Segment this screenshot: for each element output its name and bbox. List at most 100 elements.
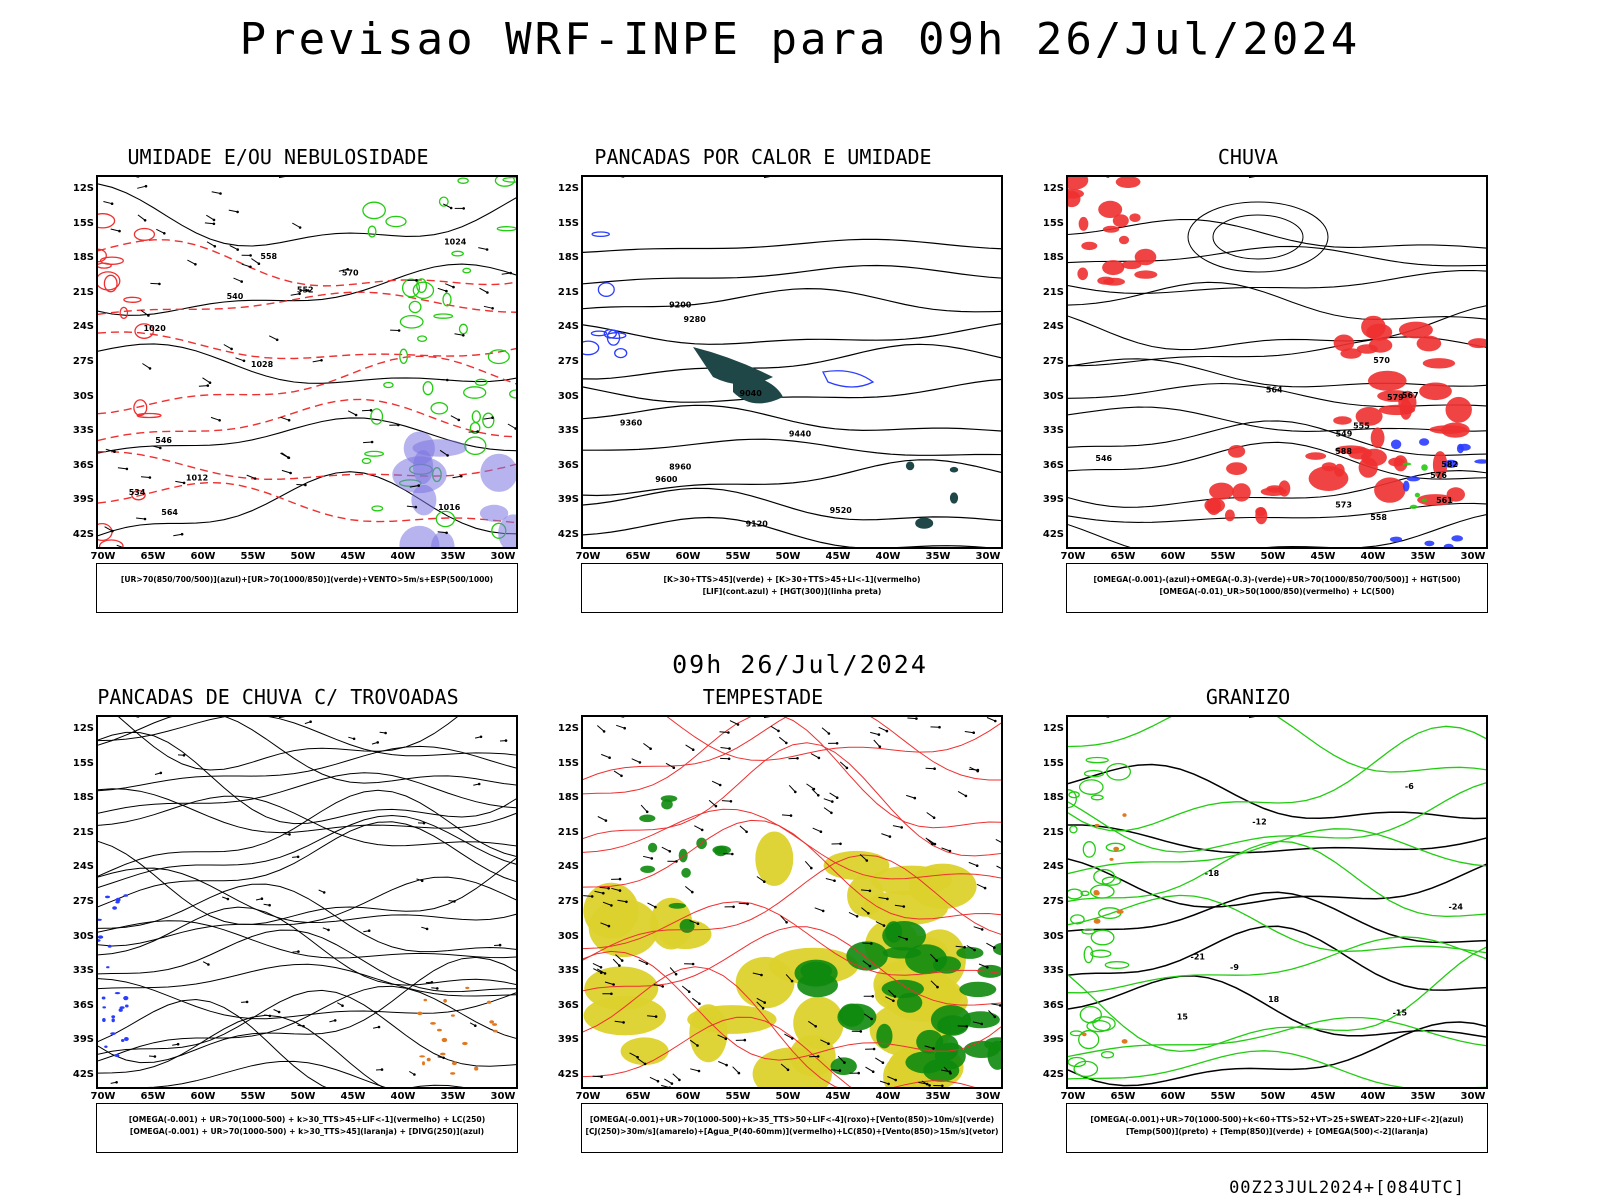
wind-vector (137, 214, 146, 221)
wind-vector (617, 899, 627, 903)
contour-label: -24 (1449, 903, 1464, 912)
rain-red-area (1374, 477, 1406, 503)
rain-red-area (1228, 445, 1246, 458)
lat-tick-label: 30S (557, 930, 579, 942)
wind-vector-head (737, 1071, 741, 1075)
streamline-arrow-head (327, 928, 330, 932)
lat-tick-label: 15S (557, 217, 579, 229)
wind-vector (955, 945, 965, 948)
wind-vector (187, 259, 196, 265)
wind850-green-area (679, 918, 695, 933)
lon-tick-label: 50W (775, 1091, 801, 1102)
divg-blue-dot (105, 895, 110, 899)
hgt300-contour (583, 264, 1001, 285)
wind-vector-head (253, 477, 257, 480)
wind-vector-head (610, 992, 613, 996)
wind-vector (640, 804, 648, 813)
wind-vector-head (242, 359, 246, 363)
omega500-orange-dot (1113, 846, 1120, 851)
wind-vector-head (871, 995, 874, 998)
wind-vector-head (729, 800, 733, 803)
wind-vector (964, 731, 974, 734)
wind-vector-head (148, 476, 152, 479)
wind-vector (781, 814, 792, 817)
temp850-contour (1090, 929, 1115, 946)
legend-line: [K>30+TTS>45](verde) + [K>30+TTS>45+LI<-… (663, 575, 921, 584)
thunder-orange-dot (489, 1020, 495, 1024)
wind-vector-head (144, 184, 148, 188)
legend-box: [OMEGA(-0.001)+UR>70(1000-500)+k<60+TTS>… (1066, 1103, 1488, 1153)
map-frame: 9600 9520 9440 9360 9280 9200 9120 9040 8960 (581, 175, 1003, 549)
hgt300-contour (583, 459, 1001, 497)
contour-label: 9200 (669, 301, 692, 310)
wind-vector (784, 1033, 793, 1039)
lon-tick-label: 65W (140, 1091, 166, 1102)
temp850-contour (1068, 1016, 1486, 1058)
lon-tick-label: 55W (1210, 1091, 1236, 1102)
lc850-streamline (583, 819, 1001, 920)
wind-vector-head (963, 945, 966, 949)
streamline-arrow-head (207, 963, 210, 966)
lon-tick-label: 60W (675, 1091, 701, 1102)
wind-vector (986, 942, 995, 949)
wind-vector-head (965, 1025, 968, 1028)
lat-tick-label: 12S (1042, 723, 1064, 734)
rain-red-area (1445, 396, 1472, 423)
lon-tick-label: 40W (875, 1091, 901, 1102)
contour-label: 9440 (789, 430, 812, 439)
wind-vector-head (932, 816, 936, 819)
wind-vector (988, 1010, 996, 1018)
streamline-arrow-head (268, 903, 271, 907)
divg-blue-dot (123, 996, 129, 1001)
streamline-arrow-head (297, 950, 300, 953)
temp850-contour (1069, 825, 1078, 834)
wind-vector-head (867, 912, 870, 915)
humidity-red-contour (98, 262, 112, 269)
wind-vector-head (602, 891, 605, 895)
wind-vector (629, 1052, 638, 1058)
wind-vector (717, 1034, 727, 1040)
temp850-contour (1068, 894, 1486, 954)
wind-vector-head (696, 1044, 699, 1047)
wind-vector-head (714, 804, 718, 808)
wind-vector-head (148, 367, 152, 370)
wind-vector (875, 1057, 884, 1064)
lc250-streamline (146, 1060, 386, 1087)
wind-vector (862, 960, 871, 967)
wind-vector (878, 726, 888, 732)
lon-tick-label: 40W (1360, 551, 1386, 562)
wind-vector (198, 385, 208, 387)
wind-vector (721, 800, 731, 802)
temp500-contour (1068, 891, 1486, 944)
wind-vector-head (870, 1017, 873, 1021)
wind-vector-head (182, 481, 186, 485)
wind-vector-head (855, 915, 859, 918)
wind-vector-head (976, 768, 980, 772)
lat-tick-label: 39S (72, 494, 94, 506)
wind-vector (785, 974, 793, 982)
map-svg (583, 717, 1001, 1087)
lon-tick-label: 30W (1460, 551, 1486, 562)
humidity-green-contour (442, 292, 452, 307)
wind-vector (941, 847, 951, 852)
wind-vector (438, 378, 448, 381)
wind-vector (592, 1075, 602, 1078)
wind-vector-head (691, 890, 694, 894)
wind-vector-head (158, 282, 161, 286)
wind-vector (924, 1045, 934, 1049)
wind-vector (614, 1020, 624, 1023)
wind-vector-head (877, 733, 881, 736)
wind-vector (848, 911, 858, 917)
panel-hail: GRANIZO 12S 15S 18S 21S 24S 27S 30S 33S 36S 39S 42S… (1008, 685, 1488, 1185)
wind850-green-area (838, 1003, 865, 1027)
legend-box: [K>30+TTS>45](verde) + [K>30+TTS>45+LI<-… (581, 563, 1003, 613)
wind-vector (894, 904, 904, 907)
wind-vector (823, 798, 833, 803)
pressure-isobar (98, 183, 516, 247)
wind-vector (756, 876, 765, 883)
omega500-orange-dot (1094, 823, 1100, 827)
temp850-contour (1068, 1050, 1486, 1087)
wind-vector (452, 475, 462, 479)
wind-vector (228, 209, 238, 213)
lat-tick-label: 24S (72, 861, 94, 873)
